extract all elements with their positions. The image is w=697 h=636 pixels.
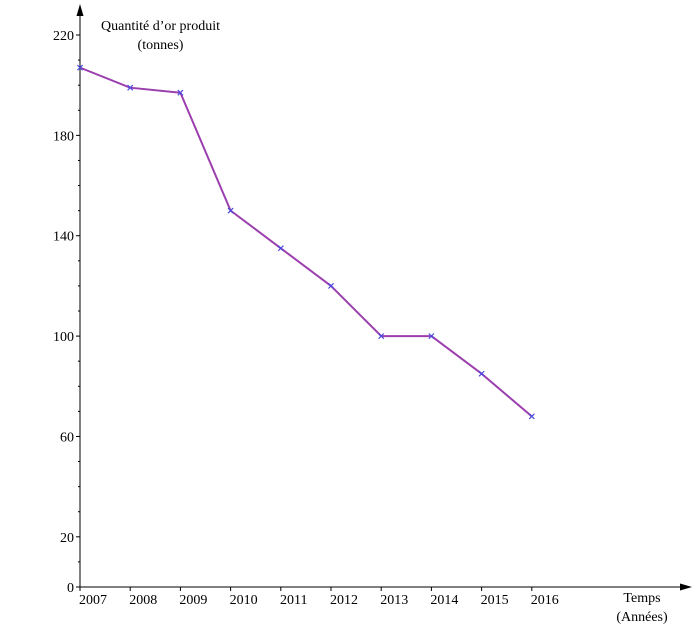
y-tick-label: 60: [60, 430, 74, 445]
y-axis-label-line1: Quantité d’or produit: [101, 19, 220, 34]
y-axis-arrow: [76, 4, 84, 16]
x-tick-label: 2015: [481, 593, 509, 608]
data-point-marker-stroke: [277, 245, 284, 252]
x-axis-label-line2: (Années): [616, 610, 668, 625]
x-tick-label: 2013: [380, 593, 408, 608]
data-point-marker: [528, 413, 535, 420]
data-point-marker: [127, 84, 134, 91]
y-tick-label: 180: [53, 129, 74, 144]
data-point-marker: [478, 370, 485, 377]
data-point-marker-stroke: [127, 84, 134, 91]
y-tick-label: 140: [53, 230, 74, 245]
x-axis-arrow: [680, 583, 692, 591]
data-point-marker-stroke: [76, 64, 84, 71]
x-tick-label: 2009: [179, 593, 207, 608]
series-group: [76, 64, 535, 420]
x-tick-label: 2014: [430, 593, 458, 608]
x-tick-label: 2008: [129, 593, 157, 608]
data-point-marker-stroke: [177, 89, 184, 96]
data-point-marker-stroke: [528, 413, 535, 420]
y-tick-label: 220: [53, 29, 74, 44]
data-point-marker: [327, 282, 335, 289]
data-point-marker: [227, 207, 234, 214]
data-point-marker-stroke: [478, 370, 485, 377]
y-tick-label: 0: [67, 581, 74, 596]
y-tick-label: 100: [53, 330, 74, 345]
x-axis-label: Temps (Années): [602, 589, 682, 627]
data-point-marker: [277, 245, 284, 252]
y-axis-label: Quantité d’or produit (tonnes): [88, 17, 233, 55]
x-tick-label: 2010: [230, 593, 258, 608]
x-tick-label: 2012: [330, 593, 358, 608]
y-axis-label-line2: (tonnes): [137, 38, 184, 53]
data-point-marker: [428, 333, 435, 340]
data-point-marker-stroke: [227, 207, 234, 214]
x-tick-label: 2016: [531, 593, 559, 608]
x-tick-label: 2011: [280, 593, 307, 608]
x-axis-label-line1: Temps: [623, 591, 661, 606]
series-line: [79, 66, 533, 418]
data-point-marker: [378, 333, 385, 340]
data-point-marker-stroke: [378, 333, 385, 340]
tick-labels: 0 20 60 100 140 180 220 2007 2008 2009 2010 2011 201…: [53, 29, 559, 608]
data-point-marker-stroke: [327, 282, 335, 289]
data-point-marker-stroke: [428, 333, 435, 340]
x-tick-label: 2007: [79, 593, 107, 608]
tick-marks: [76, 34, 533, 591]
data-point-marker: [177, 89, 184, 96]
data-point-marker: [76, 64, 84, 71]
y-tick-label: 20: [60, 531, 74, 546]
